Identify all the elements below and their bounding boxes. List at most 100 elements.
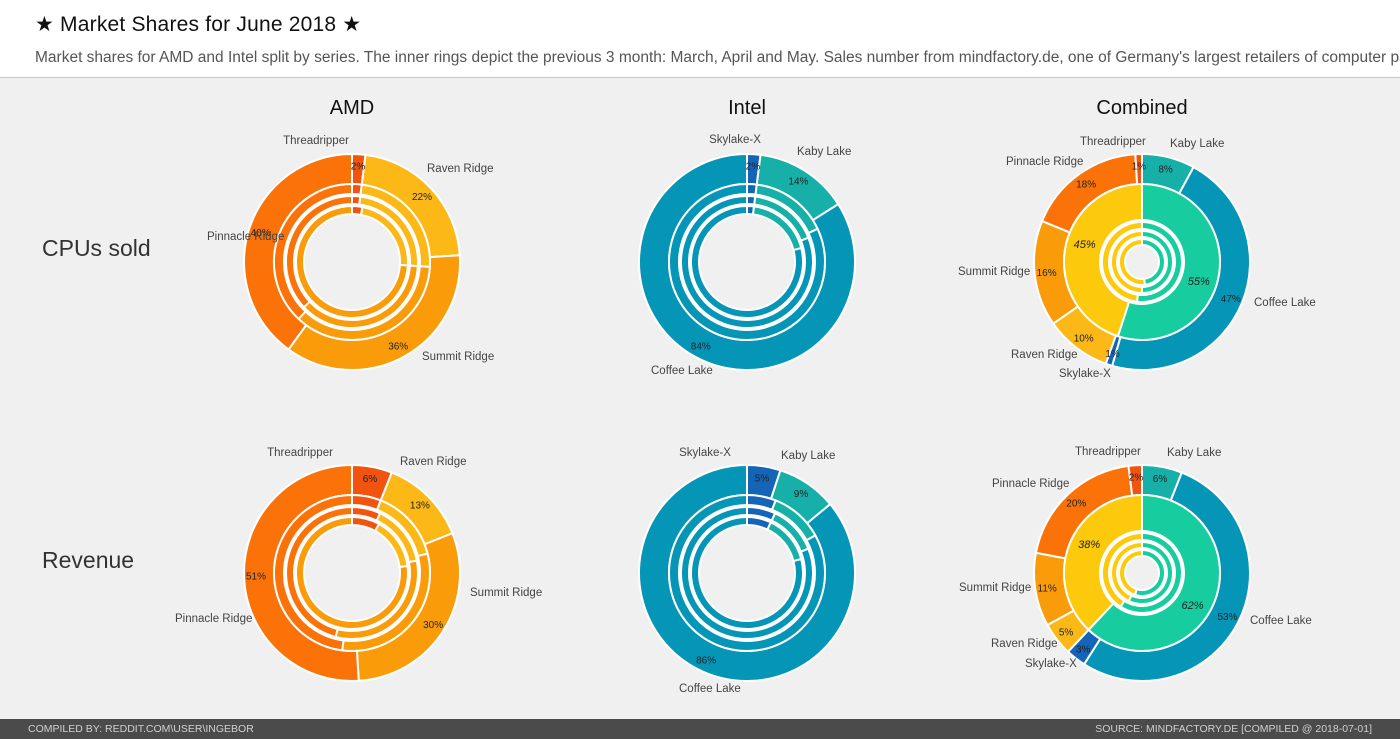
inner-ring-may-1-0-2: [668, 183, 826, 341]
pct-label-raven-ridge: 5%: [1059, 627, 1074, 638]
category-label-kaby-lake: Kaby Lake: [1167, 447, 1221, 459]
inner-total-march-0-1: [1118, 238, 1146, 286]
pct-label-threadripper: 2%: [1129, 473, 1144, 484]
category-label-kaby-lake: Kaby Lake: [797, 146, 851, 158]
inner-total-april-0-1: [1110, 230, 1143, 294]
donut-intel-revenue: 5% 9% 86% Skylake-X Kaby Lake Coffee Lake: [638, 447, 856, 695]
inner-ring-march-0-0-2: [295, 205, 409, 319]
inner-ring-may-0-1-3: [273, 494, 353, 652]
pct-label-kaby-lake: 6%: [1153, 474, 1168, 485]
category-label-skylake-x: Skylake-X: [679, 447, 731, 459]
inner-ring-march-1-0-2: [690, 205, 804, 319]
category-label-pinnacle-ridge: Pinnacle Ridge: [992, 478, 1069, 490]
category-label-raven-ridge: Raven Ridge: [991, 638, 1057, 650]
category-label-coffee-lake: Coffee Lake: [1254, 297, 1316, 309]
pct-label-threadripper: 6%: [363, 474, 378, 485]
inner-ring-may-1-1-2: [668, 494, 826, 652]
donut-combined-revenue: 62% 38% 6% 53% 3%5% 11% 20% 2% Kaby Lake Coffee L…: [959, 446, 1312, 682]
category-label-raven-ridge: Raven Ridge: [1011, 349, 1077, 361]
footer-credit: COMPILED BY: REDDIT.COM\USER\INGEBOR: [28, 723, 254, 735]
pct-label-threadripper: 2%: [351, 162, 366, 173]
pct-label-threadripper: 1%: [1132, 162, 1147, 173]
inner-total-may-0-1: [1101, 221, 1143, 303]
inner-ring-april-0-0-3: [285, 195, 353, 309]
category-label-threadripper: Threadripper: [1075, 446, 1141, 458]
pct-label-pinnacle-ridge: 51%: [246, 572, 266, 583]
column-header-combined: Combined: [1096, 97, 1188, 119]
category-label-kaby-lake: Kaby Lake: [1170, 138, 1224, 150]
category-label-threadripper: Threadripper: [283, 135, 349, 147]
page-title: ★ Market Shares for June 2018 ★: [35, 13, 362, 36]
inner-total-april-1-1: [1110, 541, 1143, 603]
inner-ring-april-1-0-2: [680, 195, 814, 329]
category-label-summit-ridge: Summit Ridge: [959, 582, 1031, 594]
category-label-summit-ridge: Summit Ridge: [422, 351, 494, 363]
pct-label-pinnacle-ridge: 18%: [1076, 180, 1096, 191]
donut-amd-revenue: 6% 13% 30% 51% Threadripper Raven Ridge Summit…: [175, 447, 542, 682]
category-label-threadripper: Threadripper: [267, 447, 333, 459]
pct-label-coffee-lake: 53%: [1217, 612, 1237, 623]
pct-label-raven-ridge: 10%: [1074, 334, 1094, 345]
pct-label-pinnacle-ridge: 20%: [1066, 499, 1086, 510]
category-label-raven-ridge: Raven Ridge: [427, 163, 493, 175]
total-pct-label-0: 55%: [1188, 276, 1210, 288]
category-label-raven-ridge: Raven Ridge: [400, 456, 466, 468]
donut-intel-cpus-sold: 2% 14% 84% Skylake-X Kaby Lake Coffee Lake: [638, 134, 856, 377]
pct-label-skylake-x: 1%: [1105, 349, 1120, 360]
inner-total-may-1-1: [1101, 532, 1143, 608]
total-pct-label-0: 62%: [1181, 600, 1203, 612]
inner-ring-march-0-1-2: [295, 516, 409, 630]
inner-ring-april-0-1-3: [285, 506, 353, 638]
total-pct-label-1: 45%: [1074, 239, 1096, 251]
pct-label-raven-ridge: 13%: [410, 501, 430, 512]
pct-label-kaby-lake: 8%: [1158, 165, 1173, 176]
pct-label-coffee-lake: 86%: [696, 655, 716, 666]
column-header-amd: AMD: [329, 97, 375, 119]
category-label-skylake-x: Skylake-X: [1025, 658, 1077, 670]
total-segment-1-1: [1063, 494, 1143, 631]
pct-label-skylake-x: 5%: [755, 474, 770, 485]
category-label-pinnacle-ridge: Pinnacle Ridge: [207, 231, 284, 243]
pct-label-coffee-lake: 47%: [1221, 294, 1241, 305]
header: ★ Market Shares for June 2018 ★ Market s…: [0, 0, 1400, 78]
category-label-threadripper: Threadripper: [1080, 136, 1146, 148]
inner-ring-march-1-1-2: [690, 516, 804, 630]
category-label-pinnacle-ridge: Pinnacle Ridge: [175, 613, 252, 625]
inner-ring-may-0-0-3: [273, 183, 353, 320]
category-label-kaby-lake: Kaby Lake: [781, 450, 835, 462]
category-label-coffee-lake: Coffee Lake: [679, 683, 741, 695]
inner-total-march-1-1: [1118, 549, 1143, 596]
category-label-coffee-lake: Coffee Lake: [651, 365, 713, 377]
page-subtitle: Market shares for AMD and Intel split by…: [35, 49, 1400, 66]
category-label-skylake-x: Skylake-X: [709, 134, 761, 146]
total-segment-0-1: [1063, 183, 1143, 338]
pct-label-kaby-lake: 9%: [794, 489, 809, 500]
pct-label-kaby-lake: 14%: [788, 176, 808, 187]
category-label-pinnacle-ridge: Pinnacle Ridge: [1006, 156, 1083, 168]
total-pct-label-1: 38%: [1078, 539, 1100, 551]
total-segment-0-0: [1116, 183, 1221, 341]
total-segment-1-0: [1087, 494, 1222, 652]
pct-label-pinnacle-ridge: 40%: [251, 228, 271, 239]
category-label-summit-ridge: Summit Ridge: [958, 266, 1030, 278]
row-header-cpus-sold: CPUs sold: [42, 235, 151, 261]
category-label-coffee-lake: Coffee Lake: [1250, 615, 1312, 627]
pct-label-summit-ridge: 11%: [1038, 584, 1057, 595]
pct-label-raven-ridge: 22%: [412, 192, 432, 203]
pct-label-summit-ridge: 36%: [388, 342, 408, 353]
footer: COMPILED BY: REDDIT.COM\USER\INGEBOR SOU…: [0, 719, 1400, 739]
pct-label-summit-ridge: 16%: [1037, 268, 1057, 279]
column-header-intel: Intel: [728, 97, 766, 119]
pct-label-skylake-x: 2%: [746, 162, 761, 173]
charts-canvas: 2% 22% 36% 40% Threadripper Raven Ridge Summit…: [175, 134, 1316, 695]
footer-source: SOURCE: MINDFACTORY.DE [COMPILED @ 2018-…: [1095, 723, 1372, 735]
donut-combined-cpus-sold: 55% 45% 8% 47% 1% 10% 16% 18% 1% Kaby Lake Coffee …: [958, 136, 1316, 380]
donut-amd-cpus-sold: 2% 22% 36% 40% Threadripper Raven Ridge Summit…: [207, 135, 494, 371]
pct-label-skylake-x: 3%: [1076, 644, 1091, 655]
pct-label-coffee-lake: 84%: [691, 342, 711, 353]
pct-label-summit-ridge: 30%: [423, 620, 443, 631]
inner-ring-april-1-1-2: [680, 506, 814, 640]
category-label-summit-ridge: Summit Ridge: [470, 587, 542, 599]
category-label-skylake-x: Skylake-X: [1059, 368, 1111, 380]
row-header-revenue: Revenue: [42, 547, 135, 573]
